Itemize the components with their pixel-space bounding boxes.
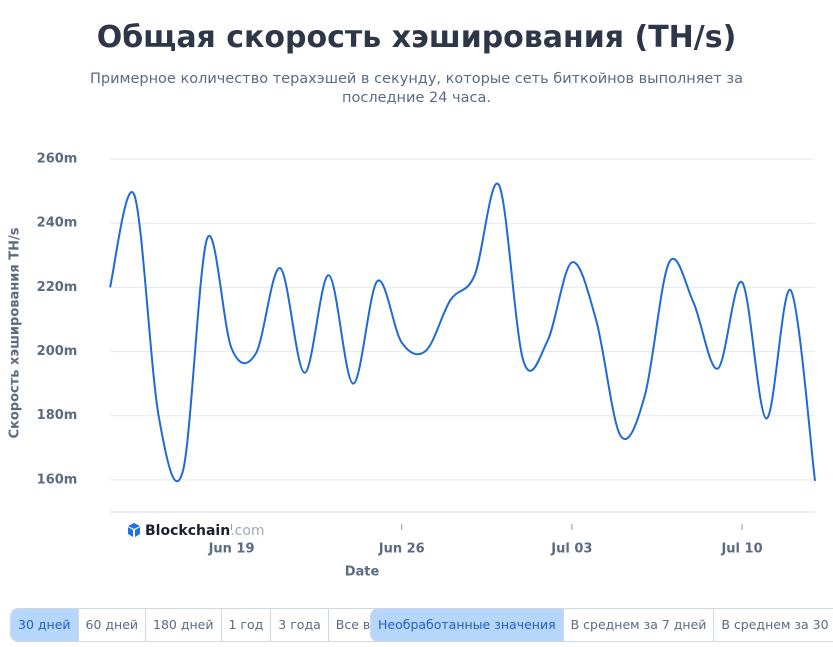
brand-suffix: .com: [230, 523, 264, 539]
average-button[interactable]: В среднем за 30 дней: [721, 617, 833, 632]
data-line: [109, 182, 816, 483]
period-button[interactable]: 30 дней: [11, 609, 79, 641]
x-tick-label: Jun 26: [378, 542, 425, 557]
y-axis-title: Скорость хэширования TH/s: [8, 227, 23, 438]
average-group: Необработанные значения В среднем за 7 д…: [370, 608, 833, 642]
brand-name: Blockchain: [145, 523, 230, 539]
y-tick-label: 240m: [37, 216, 78, 231]
average-button[interactable]: Необработанные значения: [371, 609, 564, 641]
chart: 160m 180m 200m 220m 240m 260m Jun 19 Jun 26 Jul …: [8, 152, 816, 580]
brand-icon: [128, 523, 140, 537]
x-tick-label: Jul 03: [550, 542, 592, 557]
y-tick-label: 160m: [37, 472, 78, 487]
y-tick-label: 200m: [37, 344, 78, 359]
average-button[interactable]: В среднем за 7 дней: [564, 609, 715, 641]
chart-subtitle: Примерное количество терахэшей в секунду…: [89, 71, 744, 106]
period-button[interactable]: 1 год: [222, 609, 272, 641]
brand: Blockchain.com: [145, 523, 265, 539]
chart-title: Общая скорость хэширования (TH/s): [96, 20, 737, 55]
x-tick-label: Jun 19: [208, 542, 255, 557]
period-button[interactable]: 180 дней: [146, 609, 222, 641]
period-group: 30 дней 60 дней 180 дней 1 год 3 года Вс…: [10, 608, 411, 642]
x-axis-title: Date: [345, 565, 380, 580]
period-button[interactable]: 3 года: [271, 609, 329, 641]
y-tick-label: 180m: [37, 408, 78, 423]
period-button[interactable]: 60 дней: [79, 609, 147, 641]
x-tick-label: Jul 10: [720, 542, 762, 557]
y-tick-label: 220m: [37, 280, 78, 295]
y-tick-label: 260m: [37, 152, 78, 167]
